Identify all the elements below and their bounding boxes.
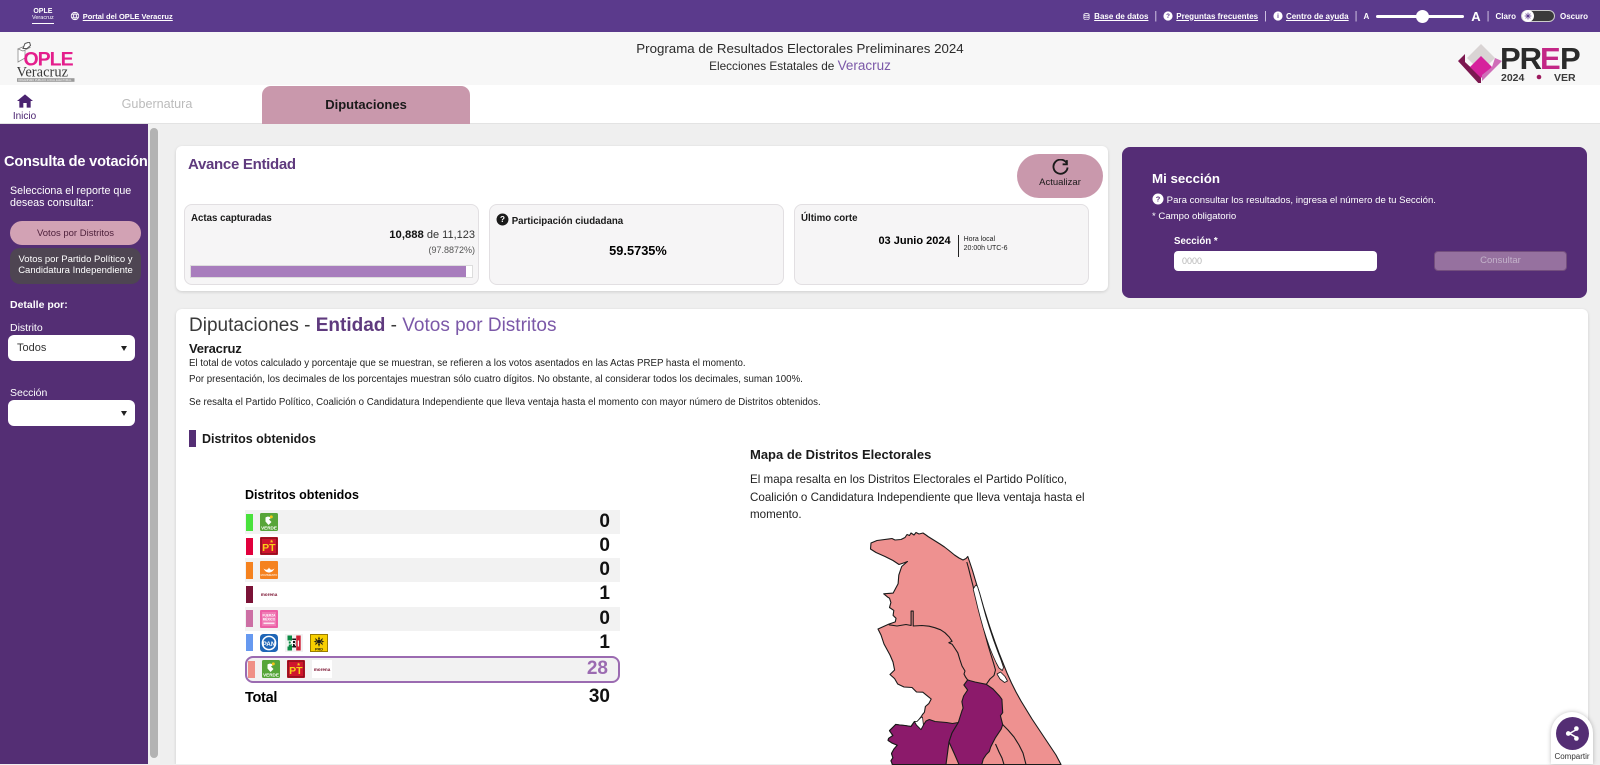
svg-text:i: i xyxy=(1277,13,1279,20)
svg-text:morena: morena xyxy=(261,593,278,598)
svg-text:?: ? xyxy=(1156,195,1161,204)
svg-text:P: P xyxy=(1560,41,1581,76)
svg-text:PT: PT xyxy=(289,665,303,677)
svg-text:VERDE: VERDE xyxy=(261,526,277,531)
svg-text:VER: VER xyxy=(1554,72,1576,83)
svg-text:morena: morena xyxy=(314,668,331,673)
svg-text:PT: PT xyxy=(262,542,276,554)
svg-text:PR: PR xyxy=(1500,41,1542,76)
svg-text:?: ? xyxy=(500,215,505,224)
svg-text:2024: 2024 xyxy=(1501,72,1525,83)
svg-text:MOVIMIENTO: MOVIMIENTO xyxy=(261,573,278,577)
svg-text:PAN: PAN xyxy=(262,641,275,648)
svg-text:ORGANISMO PUBLICO LOCAL ELECTO: ORGANISMO PUBLICO LOCAL ELECTORAL xyxy=(18,78,72,82)
svg-text:MÉXICO: MÉXICO xyxy=(263,616,276,621)
svg-text:I: I xyxy=(297,639,299,648)
svg-text:?: ? xyxy=(1166,13,1170,20)
svg-text:E: E xyxy=(1540,41,1561,76)
svg-text:PRD: PRD xyxy=(315,647,323,651)
svg-text:VERDE: VERDE xyxy=(263,673,279,678)
